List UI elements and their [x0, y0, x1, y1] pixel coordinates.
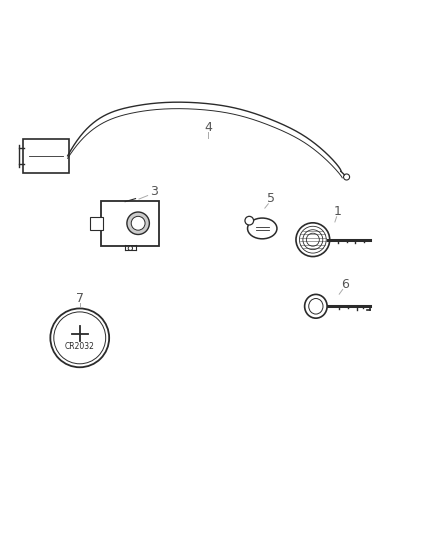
Text: 4: 4: [204, 121, 212, 134]
Text: 7: 7: [76, 292, 84, 305]
Circle shape: [50, 309, 109, 367]
Circle shape: [343, 174, 350, 180]
Ellipse shape: [296, 223, 330, 256]
Text: 1: 1: [334, 206, 342, 219]
Ellipse shape: [304, 294, 327, 318]
Ellipse shape: [309, 298, 323, 314]
Text: CR2032: CR2032: [65, 342, 95, 351]
Circle shape: [127, 212, 149, 235]
Circle shape: [131, 216, 145, 230]
Text: 5: 5: [267, 192, 275, 206]
Text: 3: 3: [150, 185, 158, 198]
Circle shape: [54, 312, 106, 364]
FancyBboxPatch shape: [90, 217, 102, 230]
FancyBboxPatch shape: [23, 139, 69, 173]
FancyBboxPatch shape: [101, 201, 159, 246]
Circle shape: [245, 216, 254, 225]
Ellipse shape: [247, 218, 277, 239]
Circle shape: [128, 246, 133, 251]
Text: 6: 6: [341, 278, 349, 291]
